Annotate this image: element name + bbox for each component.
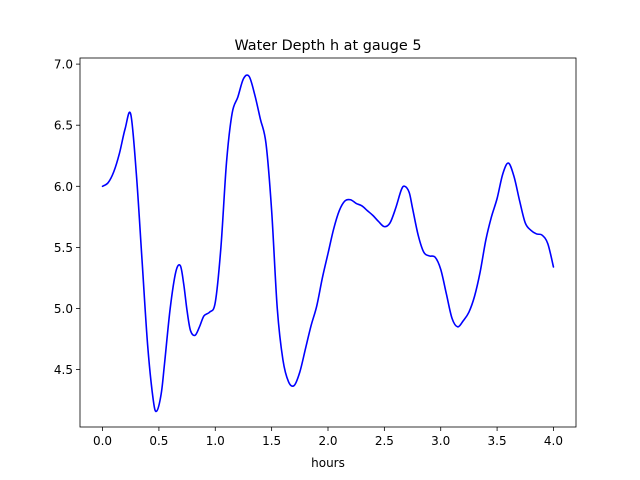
y-axis: 4.5 5.0 5.5 6.0 6.5 7.0 bbox=[54, 58, 80, 377]
chart-title: Water Depth h at gauge 5 bbox=[234, 38, 421, 54]
x-axis: 0.0 0.5 1.0 1.5 2.0 2.5 3.0 3.5 4.0 bbox=[93, 427, 563, 448]
x-tick-label: 3.5 bbox=[488, 434, 507, 448]
series-layer bbox=[101, 74, 555, 413]
x-tick-label: 1.0 bbox=[206, 434, 225, 448]
x-tick-label: 1.5 bbox=[262, 434, 281, 448]
y-tick-label: 5.5 bbox=[54, 241, 73, 255]
y-tick-label: 6.5 bbox=[54, 119, 73, 133]
x-tick-label: 3.0 bbox=[431, 434, 450, 448]
plot-area bbox=[79, 57, 577, 428]
y-tick-label: 4.5 bbox=[54, 363, 73, 377]
x-tick-label: 4.0 bbox=[544, 434, 563, 448]
x-tick-label: 2.0 bbox=[318, 434, 337, 448]
x-axis-title: hours bbox=[311, 456, 345, 470]
x-tick-label: 0.0 bbox=[93, 434, 112, 448]
x-tick-label: 2.5 bbox=[375, 434, 394, 448]
plot-background bbox=[80, 58, 576, 427]
x-tick-label: 0.5 bbox=[149, 434, 168, 448]
y-tick-label: 5.0 bbox=[54, 302, 73, 316]
y-tick-label: 7.0 bbox=[54, 58, 73, 72]
y-tick-label: 6.0 bbox=[54, 180, 73, 194]
series-line-0 bbox=[101, 74, 555, 413]
